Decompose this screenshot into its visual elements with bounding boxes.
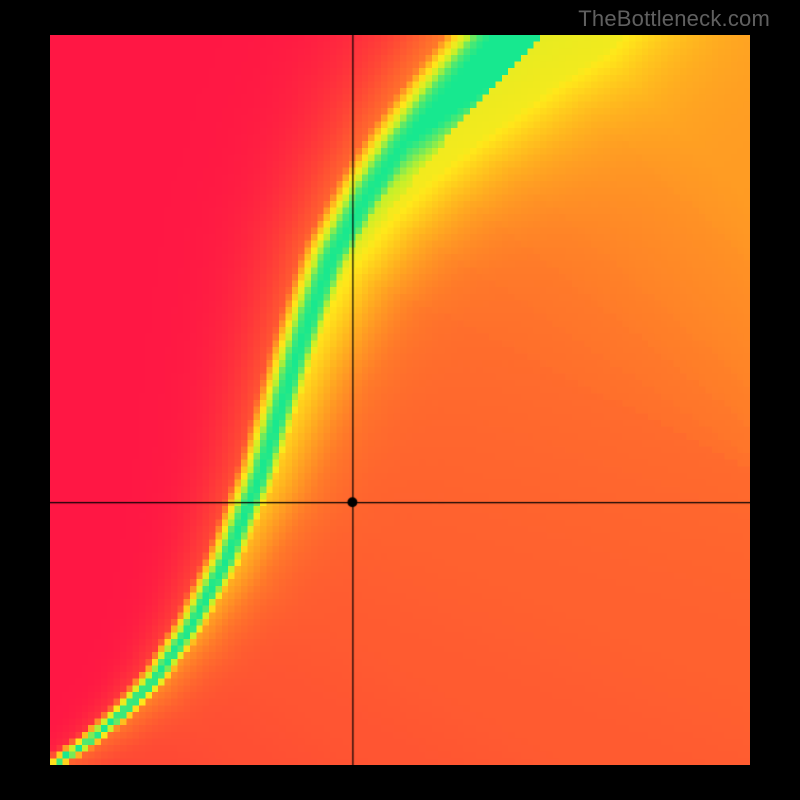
watermark-label: TheBottleneck.com xyxy=(578,6,770,32)
bottleneck-heatmap xyxy=(50,35,750,765)
chart-stage: TheBottleneck.com xyxy=(0,0,800,800)
